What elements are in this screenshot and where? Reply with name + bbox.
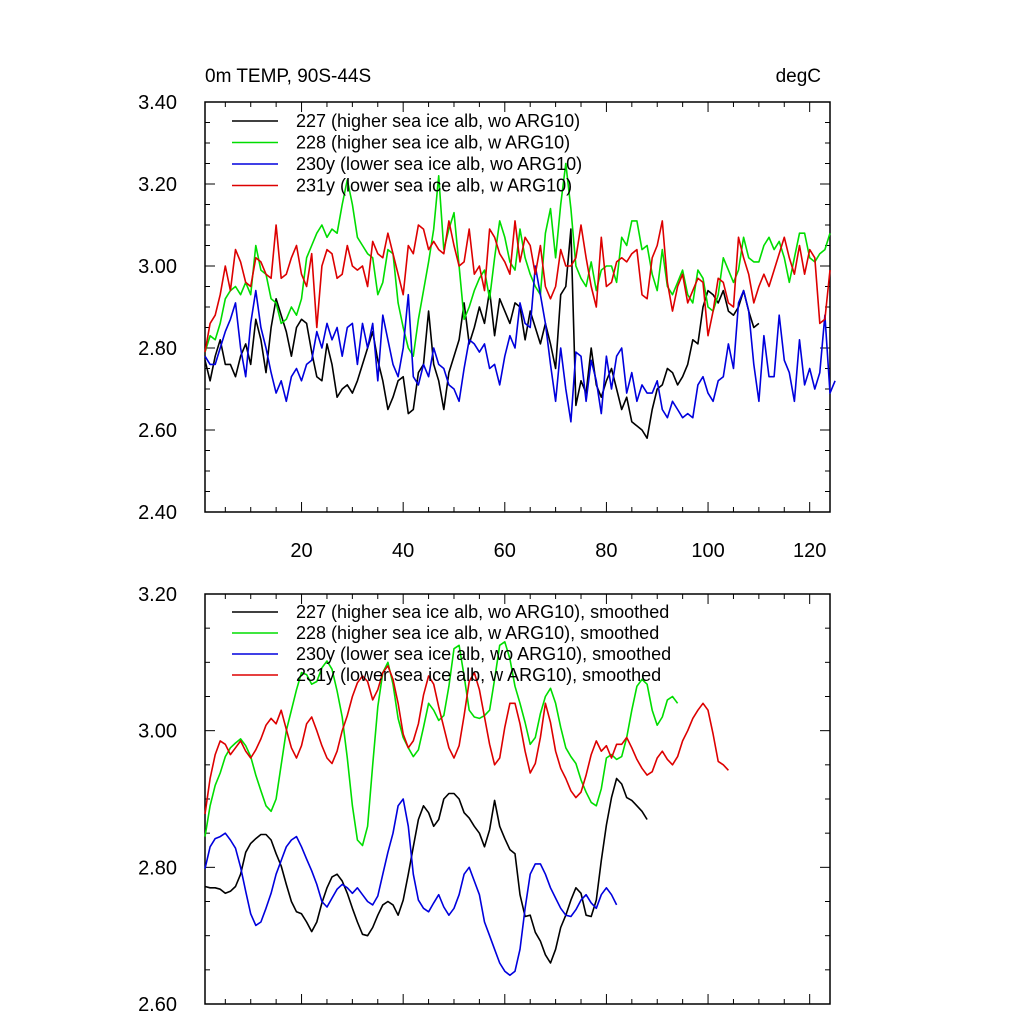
raw-temperature-panel: 20 40 60 80 100 120 2.40 2.60 2.80 3.00 3.20 3.40 0… [138, 66, 836, 562]
series-line-3 [204, 664, 729, 815]
smoothed-temperature-panel: 2.60 2.80 3.00 3.20 227 (higher sea ice alb… [138, 584, 831, 1016]
legend-label-3: 231y (lower sea ice alb, w ARG10) [296, 176, 572, 196]
series-line-2 [204, 265, 836, 423]
y-tick-label: 2.60 [138, 420, 177, 442]
y-tick-label: 2.80 [138, 857, 177, 879]
x-tick-label: 60 [494, 540, 516, 562]
series-line-0 [204, 777, 648, 964]
legend-label-1: 228 (higher sea ice alb, w ARG10) [296, 133, 570, 153]
y-tick-label: 3.00 [138, 721, 177, 743]
chart-title: 0m TEMP, 90S-44S [205, 66, 371, 87]
y-tick-label: 3.20 [138, 174, 177, 196]
x-tick-label: 120 [793, 540, 826, 562]
x-tick-label: 80 [595, 540, 617, 562]
top-legend: 227 (higher sea ice alb, wo ARG10)228 (h… [232, 111, 582, 196]
y-tick-label: 3.40 [138, 92, 177, 114]
x-tick-label: 20 [290, 540, 312, 562]
legend-label-3: 231y (lower sea ice alb, w ARG10), smoot… [296, 665, 661, 685]
x-tick-label: 100 [691, 540, 724, 562]
legend-label-0: 227 (higher sea ice alb, wo ARG10), smoo… [296, 602, 669, 622]
bottom-legend: 227 (higher sea ice alb, wo ARG10), smoo… [232, 602, 671, 685]
top-axis-ticks: 20 40 60 80 100 120 2.40 2.60 2.80 3.00 3.20 3.40 [138, 92, 830, 562]
y-tick-label: 3.20 [138, 584, 177, 606]
bottom-series-lines [204, 640, 729, 977]
series-line-0 [204, 228, 760, 440]
y-tick-label: 2.60 [138, 994, 177, 1016]
legend-label-1: 228 (higher sea ice alb, w ARG10), smoot… [296, 623, 659, 643]
legend-label-0: 227 (higher sea ice alb, wo ARG10) [296, 111, 580, 131]
series-line-1 [204, 162, 831, 358]
y-tick-label: 2.40 [138, 502, 177, 524]
y-tick-label: 2.80 [138, 338, 177, 360]
legend-label-2: 230y (lower sea ice alb, wo ARG10), smoo… [296, 644, 671, 664]
bottom-axis-ticks: 2.60 2.80 3.00 3.20 [138, 584, 830, 1016]
series-line-2 [204, 798, 618, 977]
series-line-3 [204, 220, 831, 353]
top-series-lines [204, 162, 836, 440]
x-tick-label: 40 [392, 540, 414, 562]
legend-label-2: 230y (lower sea ice alb, wo ARG10) [296, 154, 582, 174]
units-label: degC [776, 66, 821, 87]
y-tick-label: 3.00 [138, 256, 177, 278]
